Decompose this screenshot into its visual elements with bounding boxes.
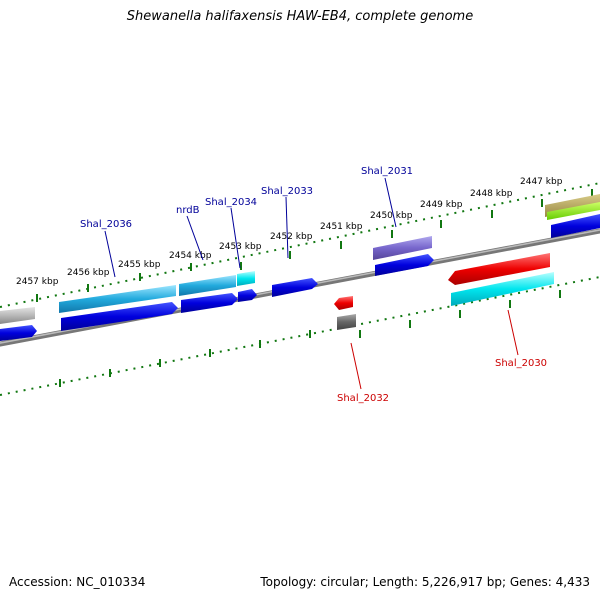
forward-features (0, 194, 600, 341)
ruler-label: 2454 kbp (169, 251, 212, 261)
feature-shal-2031[interactable] (373, 236, 432, 260)
ruler-label: 2447 kbp (520, 177, 563, 187)
leader-line (384, 177, 397, 228)
ruler-label: 2455 kbp (118, 260, 161, 270)
leader-line (285, 196, 289, 259)
feature-shal-2030[interactable] (451, 272, 554, 306)
cds-shal-2030[interactable] (448, 253, 550, 285)
ruler-label: 2448 kbp (470, 189, 513, 199)
cds-shal-2032[interactable] (334, 296, 353, 310)
ruler-label: 2451 kbp (320, 222, 363, 232)
reverse-features (334, 253, 554, 330)
cds-shal-2031[interactable] (375, 254, 434, 276)
cds-shal-2034[interactable] (238, 289, 257, 302)
gene-label-nrdb[interactable]: nrdB (176, 205, 200, 216)
feature-shal-2032[interactable] (337, 314, 356, 330)
accession-text: Accession: NC_010334 (9, 575, 146, 589)
feature-nrdb[interactable] (179, 275, 236, 296)
cds-nrdb[interactable] (181, 293, 238, 313)
gene-label-shal-2036[interactable]: Shal_2036 (80, 219, 132, 230)
leader-line (230, 207, 241, 269)
ruler-label: 2453 kbp (219, 242, 262, 252)
leader-line (507, 309, 519, 356)
topology-text: Topology: circular; Length: 5,226,917 bp… (260, 575, 590, 589)
gene-label-shal-2030[interactable]: Shal_2030 (495, 358, 547, 369)
cds-shal-2033[interactable] (272, 278, 318, 297)
feature-lime-right[interactable] (547, 202, 600, 220)
ruler-label: 2457 kbp (16, 277, 59, 287)
feature-shal-2036[interactable] (59, 285, 176, 313)
reverse-ruler (0, 276, 600, 396)
ruler-label: 2452 kbp (270, 232, 313, 242)
leader-line (104, 230, 116, 278)
feature-shal-2034[interactable] (237, 271, 255, 286)
ruler-label: 2450 kbp (370, 211, 413, 221)
map-title: Shewanella halifaxensis HAW-EB4, complet… (126, 9, 474, 24)
cds-arrow[interactable] (0, 325, 37, 341)
feature-grey-left[interactable] (0, 307, 35, 324)
gene-label-shal-2034[interactable]: Shal_2034 (205, 197, 257, 208)
ruler-label: 2449 kbp (420, 200, 463, 210)
leader-line (350, 342, 362, 390)
cds-shal-2036[interactable] (61, 302, 178, 331)
leader-line (186, 215, 204, 261)
ruler-label: 2456 kbp (67, 268, 110, 278)
cds-right[interactable] (551, 214, 600, 238)
gene-label-shal-2032[interactable]: Shal_2032 (337, 393, 389, 404)
gene-label-shal-2033[interactable]: Shal_2033 (261, 186, 313, 197)
gene-label-shal-2031[interactable]: Shal_2031 (361, 166, 413, 177)
